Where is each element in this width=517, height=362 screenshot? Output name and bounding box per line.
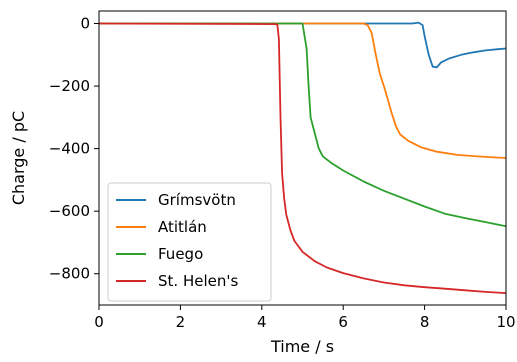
x-tick-label: 10 [496,313,515,331]
y-tick-label: −800 [49,265,90,283]
series-line-2 [99,22,507,228]
y-tick-label: −400 [49,140,90,158]
x-tick-label: 0 [94,313,104,331]
legend-label: Fuego [158,245,203,263]
x-tick-label: 4 [257,313,267,331]
x-tick-label: 2 [176,313,186,331]
series-line-1 [99,22,507,159]
legend-label: Grímsvötn [158,191,236,209]
plot-lines [98,21,507,294]
y-tick-label: −600 [49,202,90,220]
x-axis-ticks: 0 2 4 6 8 10 [94,305,516,331]
legend: Grímsvötn Atitlán Fuego St. Helen's [107,182,272,302]
y-axis-ticks: 0 −200 −400 −600 −800 [49,15,99,283]
x-tick-label: 6 [338,313,348,331]
legend-label: St. Helen's [158,272,238,290]
legend-label: Atitlán [158,218,207,236]
legend-box [107,182,272,302]
y-tick-label: −200 [49,77,90,95]
x-tick-label: 8 [420,313,430,331]
plot-frame [98,10,507,306]
series-line-0 [99,21,507,69]
y-axis-title: Charge / pC [9,111,28,205]
x-axis-title: Time / s [270,337,334,356]
y-tick-label: 0 [80,15,90,33]
series-line-3 [98,22,507,294]
